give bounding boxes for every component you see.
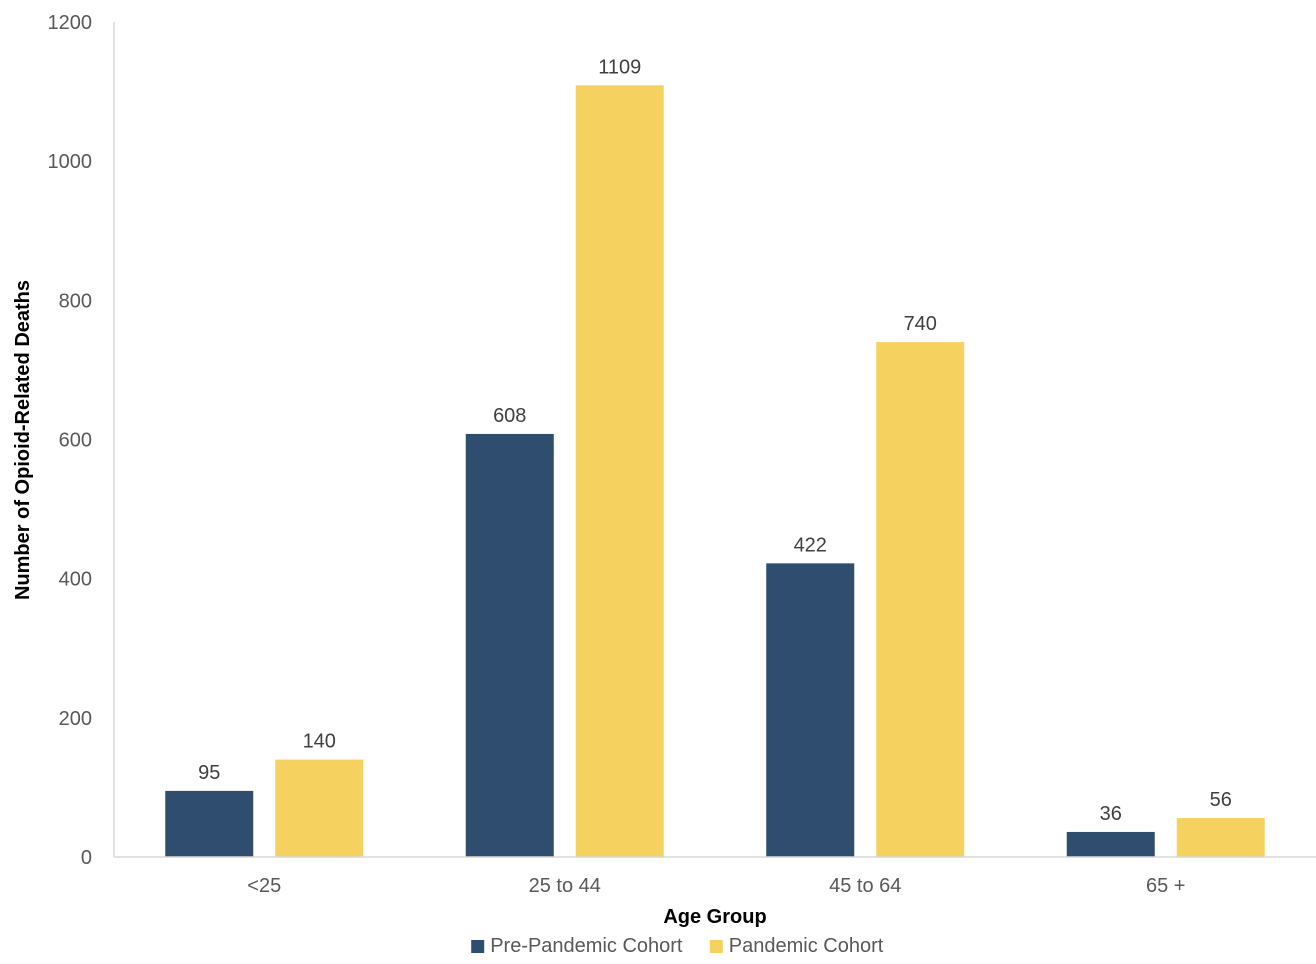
legend-swatch bbox=[709, 940, 723, 953]
bar bbox=[465, 433, 554, 857]
y-tick-label: 600 bbox=[59, 430, 92, 452]
y-tick-label: 1000 bbox=[48, 151, 93, 173]
legend-label: Pandemic Cohort bbox=[729, 935, 884, 957]
y-tick-label: 400 bbox=[59, 569, 92, 591]
legend-label: Pre-Pandemic Cohort bbox=[490, 935, 683, 957]
x-axis-ticks: <25 25 to 44 45 to 64 65 + bbox=[247, 875, 1185, 897]
bar bbox=[575, 85, 664, 858]
x-tick-label: 25 to 44 bbox=[529, 875, 601, 897]
bar bbox=[1066, 831, 1155, 857]
data-label: 1109 bbox=[598, 56, 641, 78]
legend-swatch bbox=[471, 940, 485, 953]
bar bbox=[766, 563, 855, 857]
y-tick-label: 1200 bbox=[48, 12, 93, 34]
bar bbox=[1176, 818, 1265, 857]
legend: Pre-Pandemic Cohort Pandemic Cohort bbox=[471, 935, 884, 957]
bars: 95 140 608 1109 422 740 36 56 bbox=[165, 56, 1265, 858]
data-label: 56 bbox=[1210, 789, 1232, 811]
data-label: 36 bbox=[1100, 803, 1122, 825]
x-tick-label: 65 + bbox=[1146, 875, 1185, 897]
y-tick-label: 200 bbox=[59, 708, 92, 730]
data-label: 422 bbox=[794, 534, 827, 556]
bar bbox=[876, 342, 965, 857]
y-axis-title: Number of Opioid-Related Deaths bbox=[12, 280, 34, 600]
bar bbox=[165, 790, 254, 857]
x-tick-label: 45 to 64 bbox=[829, 875, 901, 897]
y-tick-label: 0 bbox=[81, 847, 92, 869]
data-label: 608 bbox=[493, 405, 526, 427]
y-axis-ticks: 0 200 400 600 800 1000 1200 bbox=[48, 12, 93, 869]
x-tick-label: <25 bbox=[247, 875, 281, 897]
data-label: 740 bbox=[904, 313, 937, 335]
y-tick-label: 800 bbox=[59, 290, 92, 312]
data-label: 95 bbox=[198, 762, 220, 784]
data-label: 140 bbox=[303, 731, 336, 753]
bar bbox=[275, 759, 364, 857]
x-axis-title: Age Group bbox=[663, 906, 766, 928]
